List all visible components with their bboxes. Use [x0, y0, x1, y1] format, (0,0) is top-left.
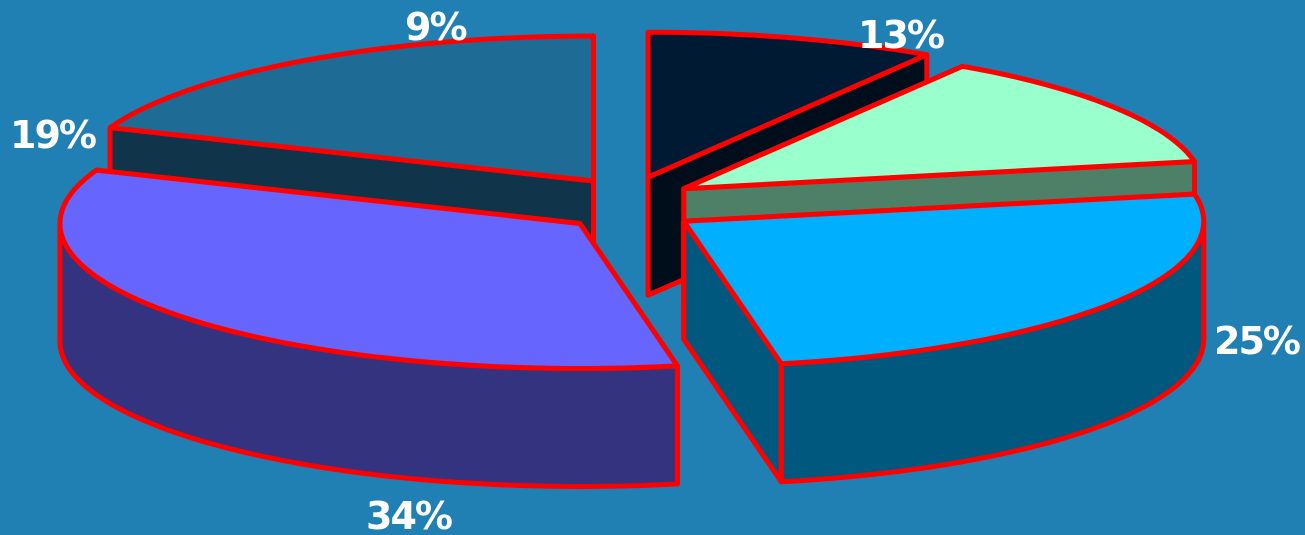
slice-label-34: 34% — [366, 494, 453, 535]
slice-label-9: 9% — [405, 5, 467, 49]
pie-slice-34-top — [57, 167, 680, 371]
pie-slice-19-top — [107, 33, 596, 184]
pie-slice-9-top — [645, 29, 930, 180]
pie-slice-13-top — [681, 63, 1197, 192]
slice-label-13: 13% — [858, 13, 945, 57]
pie-slice-25-top — [681, 191, 1207, 367]
slice-label-25: 25% — [1214, 319, 1301, 363]
slice-label-19: 19% — [10, 113, 97, 157]
